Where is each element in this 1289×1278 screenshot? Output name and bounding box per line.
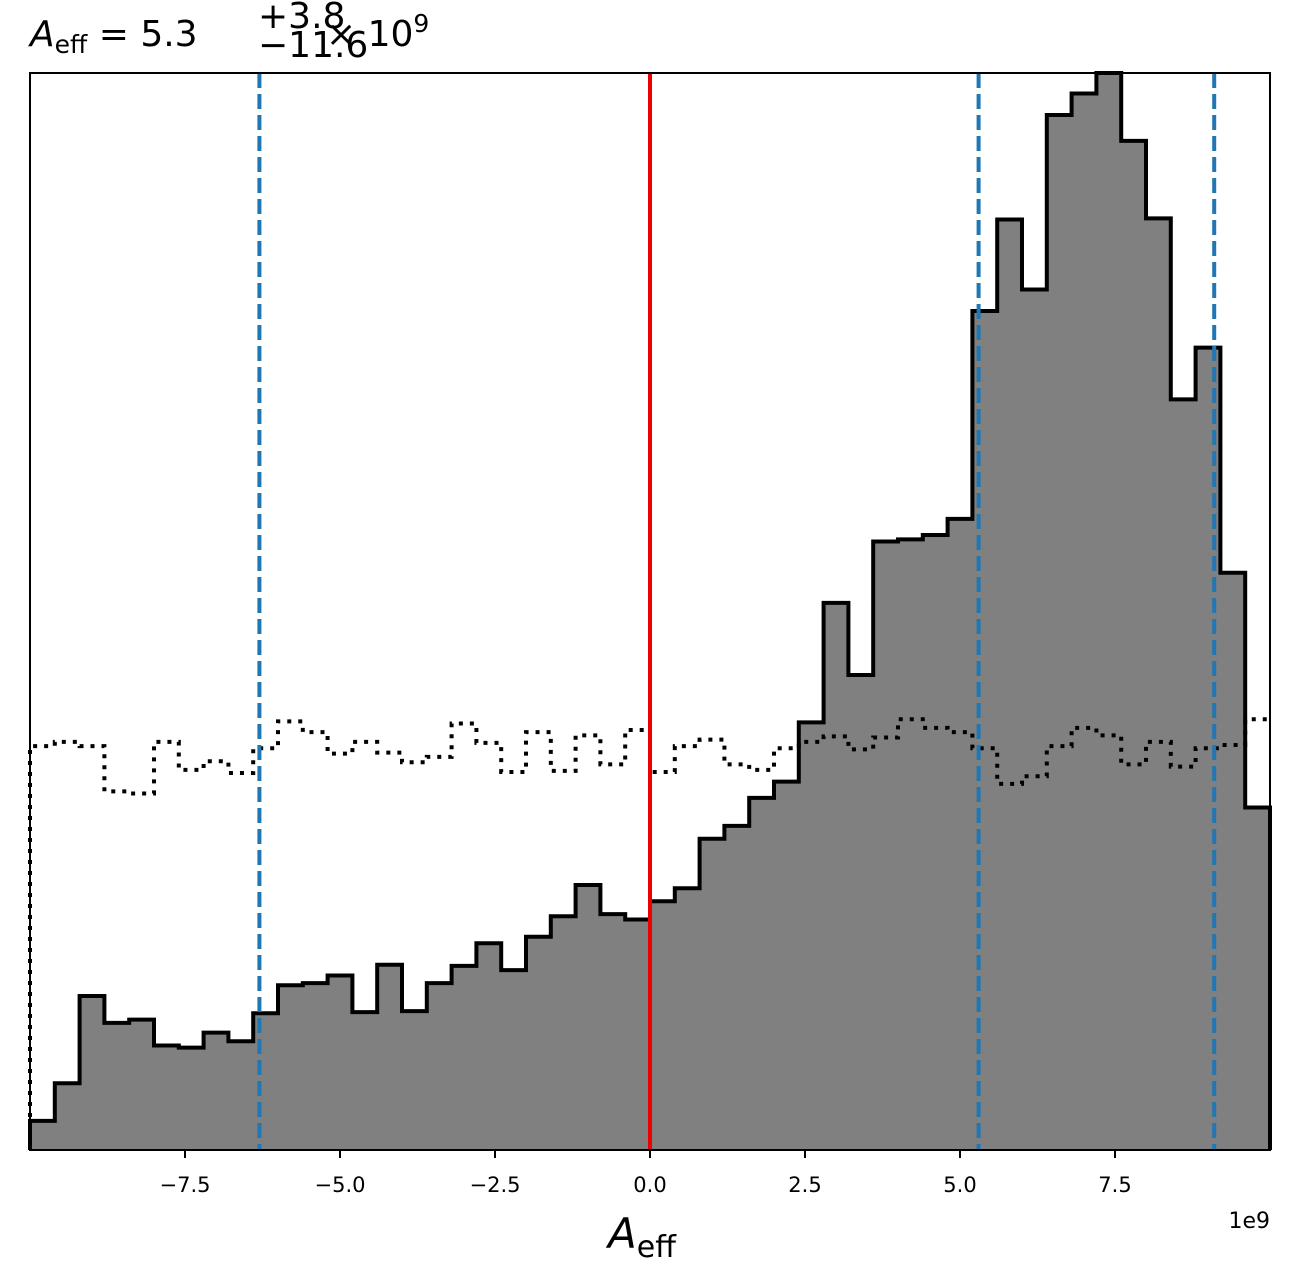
posterior-bin — [451, 965, 477, 1150]
posterior-bin — [228, 1041, 254, 1150]
posterior-bin — [1071, 93, 1097, 1150]
x-axis-label-symbol: A — [605, 1209, 637, 1258]
title-symbol-subscript: eff — [55, 30, 88, 59]
posterior-bin — [972, 311, 998, 1151]
posterior-bin — [278, 985, 304, 1150]
posterior-bin — [650, 901, 676, 1150]
posterior-bin — [699, 838, 725, 1150]
posterior-bin — [30, 1120, 56, 1150]
x-tick-label: 5.0 — [943, 1173, 976, 1197]
posterior-bin — [1220, 572, 1246, 1150]
chart-title: Aeff = 5.3 — [28, 14, 198, 59]
posterior-bin — [54, 1083, 81, 1150]
posterior-bin — [798, 722, 825, 1150]
posterior-bin — [823, 602, 849, 1150]
x-tick-label: −7.5 — [160, 1173, 211, 1197]
title-equals: = — [87, 14, 140, 55]
title-exponent: 9 — [413, 9, 429, 38]
posterior-bin — [625, 919, 651, 1150]
posterior-bin — [848, 675, 874, 1150]
posterior-bin — [1046, 115, 1073, 1150]
posterior-bin — [476, 943, 502, 1150]
posterior-bin — [724, 825, 750, 1150]
posterior-bin — [352, 1012, 378, 1150]
x-tick-label: −2.5 — [470, 1173, 521, 1197]
posterior-bin — [501, 970, 527, 1150]
posterior-histogram — [28, 71, 1272, 1151]
posterior-bin — [550, 916, 577, 1150]
title-multiplier: × 109 — [326, 9, 429, 55]
posterior-bin — [104, 1022, 130, 1150]
posterior-bin — [402, 1011, 428, 1150]
posterior-bin — [997, 219, 1023, 1151]
posterior-bin — [426, 983, 453, 1150]
posterior-bin — [947, 518, 973, 1150]
posterior-bin — [1096, 73, 1122, 1150]
posterior-bin — [129, 1019, 155, 1150]
plot-area — [28, 71, 1272, 1151]
posterior-bin — [674, 888, 701, 1150]
posterior-bin — [575, 885, 601, 1150]
posterior-bin — [1121, 140, 1147, 1150]
x-tick-label: 0.0 — [633, 1173, 666, 1197]
posterior-bin — [302, 983, 329, 1150]
posterior-bin — [377, 964, 403, 1150]
title-multiplier-text: × 10 — [326, 14, 413, 55]
posterior-bin — [922, 535, 949, 1150]
posterior-bin — [178, 1047, 205, 1150]
posterior-bin — [203, 1032, 229, 1150]
x-axis-label-subscript: eff — [637, 1230, 677, 1265]
posterior-bin — [873, 541, 899, 1150]
x-tick-label: −5.0 — [315, 1173, 366, 1197]
posterior-bin — [154, 1045, 180, 1150]
title-symbol: A — [28, 14, 55, 55]
posterior-bin — [79, 995, 105, 1150]
x-tick-label: 7.5 — [1098, 1173, 1131, 1197]
posterior-bin — [327, 975, 353, 1150]
x-axis-label: Aeff — [605, 1209, 677, 1265]
posterior-bin — [1146, 218, 1172, 1150]
title-upper-error: +3.8 — [258, 0, 345, 37]
posterior-bin — [1245, 807, 1271, 1150]
x-axis-ticks: −7.5 −5.0 −2.5 0.0 2.5 5.0 7.5 — [160, 1150, 1132, 1197]
posterior-bin — [600, 914, 626, 1150]
posterior-bin — [1170, 399, 1197, 1150]
posterior-bin — [526, 936, 552, 1150]
vertical-lines — [257, 73, 1217, 1150]
posterior-bin — [774, 781, 800, 1150]
title-lower-error: −11.6 — [258, 25, 368, 66]
posterior-bin — [749, 797, 775, 1150]
posterior-bin — [253, 1013, 279, 1150]
title-median: 5.3 — [140, 14, 197, 55]
posterior-bin — [1022, 289, 1048, 1150]
x-tick-label: 2.5 — [788, 1173, 821, 1197]
x-axis-offset-label: 1e9 — [1228, 1209, 1270, 1234]
posterior-bin — [898, 539, 924, 1150]
